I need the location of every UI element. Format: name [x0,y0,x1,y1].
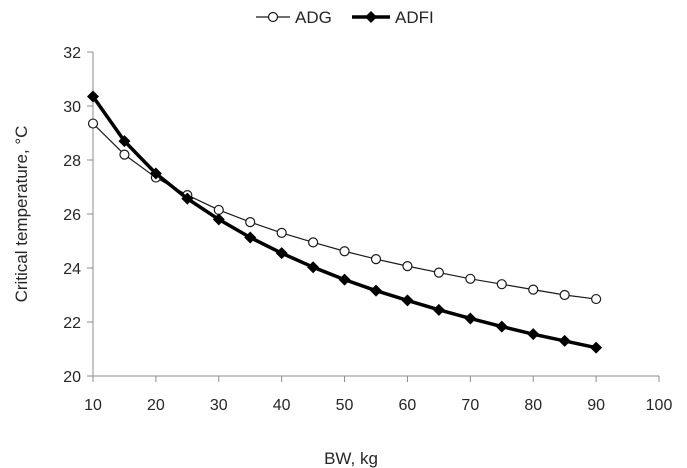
data-point-adfi [527,328,540,341]
x-tick-label: 40 [273,397,291,414]
x-tick-label: 70 [461,397,479,414]
y-tick-label: 28 [63,153,81,170]
data-point-adg [370,253,382,265]
series-line-adg [92,123,597,300]
x-tick-label: 10 [84,397,102,414]
data-point-adg [591,293,602,305]
data-point-adfi [590,341,603,354]
x-tick-label: 20 [147,397,165,414]
y-tick-label: 24 [63,261,81,278]
x-tick-label: 60 [399,397,417,414]
y-tick-label: 32 [63,45,81,62]
data-point-adfi [495,320,508,333]
x-tick-label: 100 [646,397,673,414]
data-point-adfi [149,167,162,180]
data-point-adg [87,118,99,129]
data-point-adg [245,217,256,228]
y-tick-label: 26 [63,207,81,224]
y-tick-label: 30 [63,99,81,116]
data-point-adg [559,289,570,301]
y-tick-label: 20 [63,369,81,386]
legend-adfi-marker [365,11,377,23]
data-point-adfi [181,192,194,205]
data-point-adg [213,204,224,216]
data-point-adg [402,261,413,272]
data-point-adfi [87,90,99,103]
data-point-adfi [307,261,320,274]
data-point-adfi [432,303,445,316]
data-point-adfi [401,294,414,307]
data-point-adfi [118,135,131,148]
data-point-adfi [275,247,288,260]
data-point-adg [528,284,539,295]
data-point-adg [276,227,287,238]
data-point-adfi [212,213,225,226]
data-point-adg [119,149,130,160]
x-axis-title: BW, kg [324,449,378,468]
x-tick-label: 50 [336,397,354,414]
data-point-adg [465,273,476,284]
series-adg [87,118,602,305]
plot-area [87,90,603,354]
y-tick-label: 22 [63,315,81,332]
data-point-adfi [338,273,351,286]
series-adfi [87,90,603,354]
data-point-adfi [370,284,382,297]
series-line-adfi [91,95,597,350]
x-tick-label: 30 [210,397,228,414]
data-point-adg [339,246,350,257]
x-tick-label: 90 [587,397,605,414]
legend: ADG ADFI [256,8,434,27]
y-axis-ticks: 20 22 24 26 28 30 32 [63,45,93,386]
x-axis-ticks: 10 20 30 40 50 60 70 80 90 100 [84,376,672,414]
legend-adfi-label: ADFI [395,8,434,27]
data-point-adg [433,267,444,278]
y-axis-title: Critical temperature, °C [12,126,31,303]
x-tick-label: 80 [524,397,542,414]
data-point-adg [496,279,507,290]
data-point-adg [308,237,319,248]
data-point-adfi [244,231,257,244]
legend-adg-label: ADG [295,8,332,27]
data-point-adfi [464,312,477,325]
legend-adg-marker [267,11,279,23]
data-point-adfi [558,334,571,347]
